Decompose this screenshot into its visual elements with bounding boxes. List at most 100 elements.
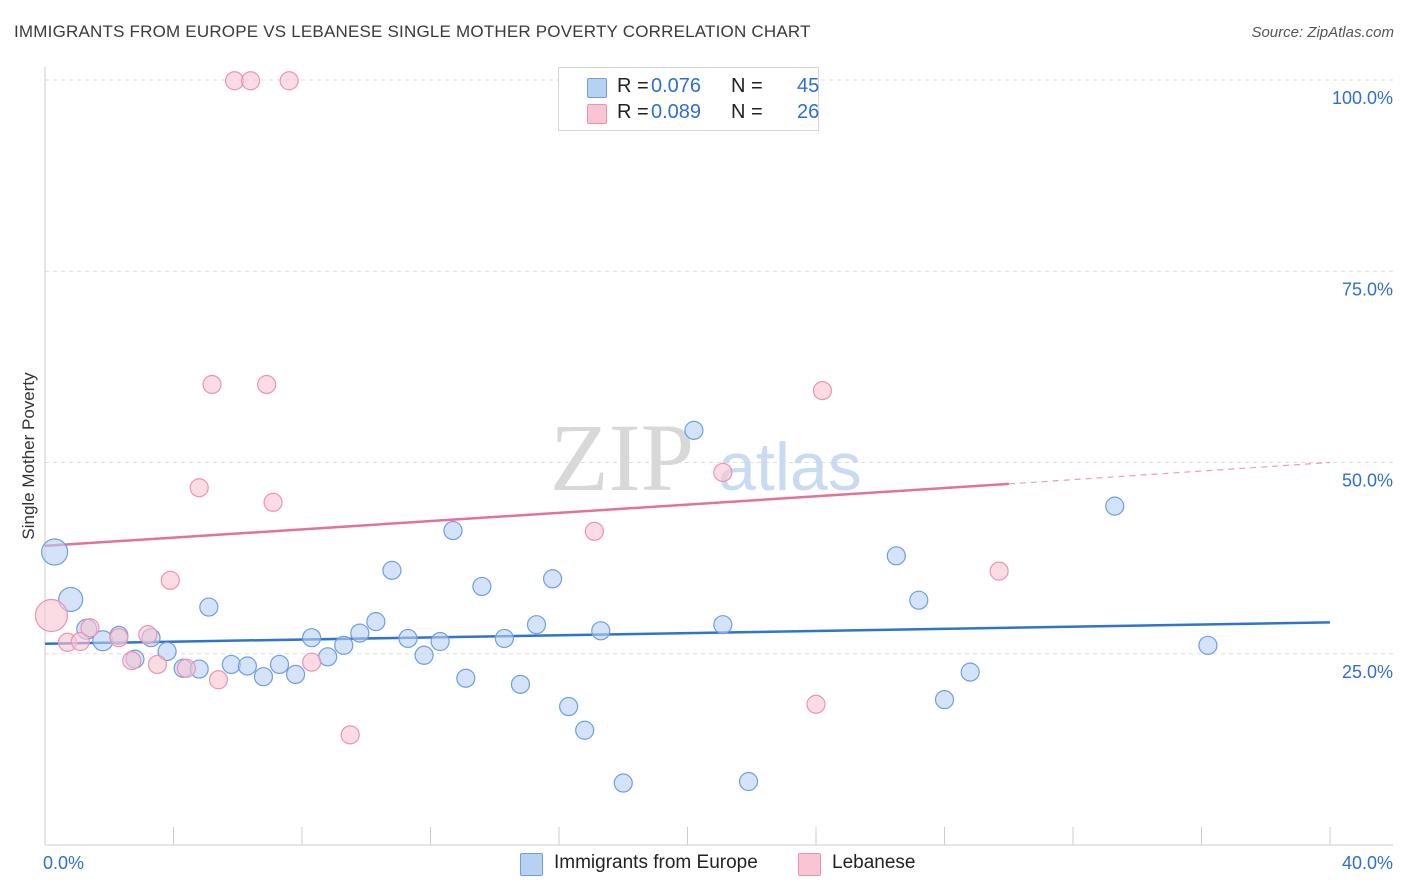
legend-swatch-europe bbox=[587, 78, 607, 98]
x-tick-label: 0.0% bbox=[43, 853, 84, 873]
correlation-legend: R = 0.076 N = 45 R = 0.089 N = 26 bbox=[558, 67, 819, 131]
bottom-legend-europe: Immigrants from Europe bbox=[520, 852, 780, 876]
legend-swatch-lebanese bbox=[587, 104, 607, 124]
point-lebanese bbox=[812, 380, 833, 401]
grid-lines bbox=[45, 79, 1393, 655]
legend-r-value: 0.076 bbox=[651, 75, 702, 97]
point-europe bbox=[253, 667, 274, 687]
point-europe bbox=[886, 546, 906, 566]
bottom-legend-label-europe: Immigrants from Europe bbox=[554, 852, 758, 873]
point-europe bbox=[1198, 635, 1218, 655]
legend-n-label: N = bbox=[731, 101, 763, 123]
y-tick-label: 50.0% bbox=[1342, 471, 1393, 491]
point-europe bbox=[398, 628, 418, 649]
point-lebanese bbox=[584, 521, 604, 541]
y-tick-label: 100.0% bbox=[1332, 88, 1393, 108]
axes bbox=[44, 67, 1393, 846]
point-lebanese bbox=[189, 478, 209, 498]
point-europe bbox=[510, 674, 531, 694]
chart-title: IMMIGRANTS FROM EUROPE VS LEBANESE SINGL… bbox=[14, 22, 811, 41]
x-tick-label: 40.0% bbox=[1342, 853, 1393, 873]
point-europe bbox=[237, 656, 257, 676]
point-europe bbox=[157, 641, 177, 662]
legend-r-label: R = bbox=[617, 75, 649, 97]
point-europe bbox=[684, 420, 704, 440]
point-europe bbox=[456, 668, 476, 688]
point-europe bbox=[302, 628, 322, 648]
point-europe bbox=[738, 771, 759, 792]
point-lebanese bbox=[806, 694, 826, 714]
legend-r-label: R = bbox=[617, 101, 649, 123]
point-lebanese bbox=[279, 71, 299, 91]
point-lebanese bbox=[160, 570, 180, 590]
point-europe bbox=[713, 615, 733, 635]
point-europe bbox=[334, 635, 354, 655]
legend-n-label: N = bbox=[731, 75, 763, 97]
point-europe bbox=[269, 654, 290, 675]
point-lebanese bbox=[302, 652, 322, 672]
point-lebanese bbox=[70, 631, 90, 652]
point-lebanese bbox=[257, 374, 277, 395]
point-lebanese bbox=[202, 374, 222, 395]
point-europe bbox=[350, 623, 370, 643]
data-points bbox=[34, 71, 1218, 793]
point-europe bbox=[430, 631, 450, 652]
bottom-legend-swatch-lebanese bbox=[798, 853, 821, 876]
point-europe bbox=[1105, 496, 1125, 516]
point-europe bbox=[542, 569, 563, 589]
point-lebanese bbox=[713, 462, 733, 483]
bottom-legend-label-lebanese: Lebanese bbox=[832, 852, 916, 873]
point-lebanese bbox=[34, 598, 69, 633]
y-axis-label: Single Mother Poverty bbox=[19, 372, 38, 540]
point-europe bbox=[414, 645, 434, 665]
bottom-legend-lebanese: Lebanese bbox=[798, 852, 938, 876]
legend-n-value: 26 bbox=[797, 101, 820, 123]
point-europe bbox=[526, 615, 547, 635]
point-lebanese bbox=[208, 670, 229, 690]
point-europe bbox=[366, 612, 386, 632]
trend-lines bbox=[44, 461, 1331, 646]
point-lebanese bbox=[109, 628, 129, 648]
point-europe bbox=[494, 628, 514, 649]
point-lebanese bbox=[989, 561, 1009, 581]
point-europe bbox=[591, 621, 611, 641]
point-europe bbox=[472, 576, 492, 597]
chart-source: Source: ZipAtlas.com bbox=[1251, 24, 1394, 41]
point-lebanese bbox=[122, 651, 142, 671]
zipatlas-watermark: ZIP atlas bbox=[550, 404, 862, 511]
trend-line-europe bbox=[44, 621, 1331, 646]
point-europe bbox=[285, 664, 306, 685]
point-europe bbox=[318, 647, 338, 667]
point-lebanese bbox=[80, 618, 100, 638]
y-tick-label: 75.0% bbox=[1342, 279, 1393, 299]
point-europe bbox=[960, 662, 980, 682]
point-lebanese bbox=[224, 71, 245, 91]
point-europe bbox=[41, 538, 69, 566]
watermark-atlas: atlas bbox=[718, 429, 862, 505]
point-europe bbox=[559, 696, 579, 717]
trend-line-lebanese-extension bbox=[1008, 461, 1331, 485]
y-tick-label: 25.0% bbox=[1342, 662, 1393, 682]
watermark-zip: ZIP bbox=[550, 404, 694, 511]
point-lebanese bbox=[263, 492, 283, 512]
point-lebanese bbox=[241, 71, 261, 91]
bottom-legend-swatch-europe bbox=[520, 853, 543, 876]
legend-n-value: 45 bbox=[797, 75, 820, 97]
point-europe bbox=[575, 720, 595, 740]
point-europe bbox=[934, 690, 955, 710]
tick-labels: 25.0% 50.0% 75.0% 100.0% 0.0% 40.0% bbox=[43, 88, 1393, 873]
point-lebanese bbox=[147, 654, 168, 675]
point-europe bbox=[382, 560, 402, 580]
point-europe bbox=[199, 597, 219, 617]
point-europe bbox=[58, 586, 84, 613]
point-europe bbox=[909, 590, 929, 610]
point-lebanese bbox=[340, 725, 360, 745]
point-europe bbox=[613, 773, 633, 793]
trend-line-lebanese bbox=[44, 482, 1009, 548]
point-lebanese bbox=[138, 625, 158, 645]
point-europe bbox=[221, 654, 241, 675]
point-lebanese bbox=[176, 658, 196, 678]
point-europe bbox=[443, 520, 463, 541]
legend-r-value: 0.089 bbox=[651, 101, 702, 123]
